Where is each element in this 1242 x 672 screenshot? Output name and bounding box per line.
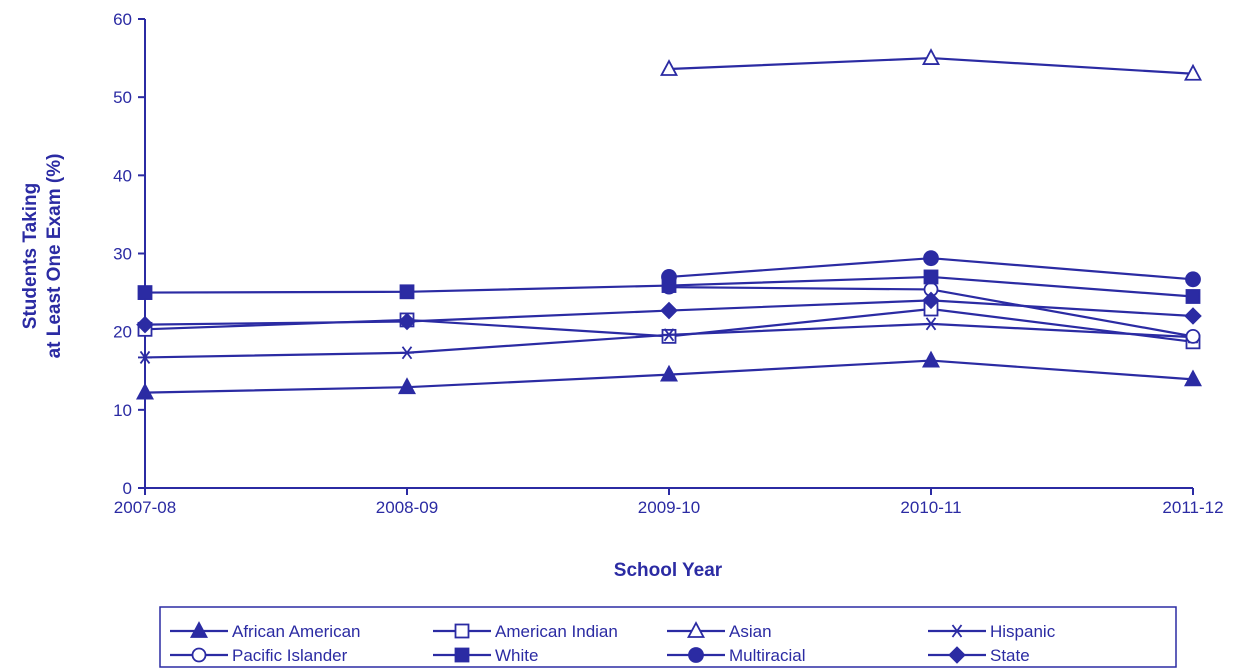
y-tick-label: 60 (113, 10, 132, 29)
x-tick-label: 2010-11 (900, 498, 961, 517)
legend-label: White (495, 646, 538, 665)
y-tick-label: 30 (113, 245, 132, 264)
marker-circle-filled (923, 250, 939, 267)
legend-label: Hispanic (990, 622, 1056, 641)
y-axis-title-line-2: at Least One Exam (%) (44, 154, 65, 359)
marker-asterisk (400, 346, 414, 360)
legend-label: American Indian (495, 622, 618, 641)
marker-circle-open (191, 647, 207, 663)
marker-diamond-filled (136, 315, 154, 334)
y-tick-label: 0 (123, 479, 132, 498)
legend-item: Multiracial (667, 646, 806, 665)
legend-label: Asian (729, 622, 772, 641)
series-african-american (135, 350, 1203, 400)
marker-asterisk (950, 624, 964, 638)
marker-circle-filled (1185, 271, 1201, 288)
legend-label: African American (232, 622, 361, 641)
marker-triangle-filled (921, 350, 941, 368)
series-multiracial (661, 250, 1201, 288)
legend-label: Multiracial (729, 646, 806, 665)
marker-triangle-open (921, 48, 941, 65)
marker-triangle-filled (659, 364, 679, 382)
y-tick-label: 20 (113, 323, 132, 342)
marker-diamond-filled (1184, 307, 1202, 325)
marker-triangle-open (659, 59, 679, 76)
x-tick-label: 2009-10 (638, 498, 700, 517)
series-group (135, 48, 1203, 400)
marker-diamond-filled (398, 312, 416, 331)
marker-circle-filled (661, 269, 677, 285)
marker-diamond-filled (948, 646, 966, 664)
series-asian (659, 48, 1203, 81)
marker-diamond-filled (660, 301, 678, 320)
legend-item: Hispanic (928, 622, 1056, 641)
legend-label: State (990, 646, 1030, 665)
legend-item: American Indian (433, 622, 618, 641)
legend: African American American Indian Asian Hisp… (159, 606, 1177, 668)
x-tick-label: 2011-12 (1162, 498, 1223, 517)
x-tick-label: 2007-08 (114, 498, 176, 517)
marker-square-open (661, 328, 677, 344)
legend-item: Pacific Islander (170, 646, 348, 665)
legend-item: Asian (667, 621, 772, 641)
y-tick-label: 40 (113, 166, 132, 185)
legend-item: White (433, 646, 538, 665)
y-tick-label: 10 (113, 401, 132, 420)
marker-triangle-filled (1183, 369, 1203, 387)
marker-square-open (454, 623, 470, 639)
marker-triangle-open (686, 621, 706, 638)
marker-triangle-filled (135, 382, 155, 400)
legend-item: African American (170, 621, 361, 641)
marker-asterisk (924, 317, 938, 331)
x-tick-label: 2008-09 (376, 498, 438, 517)
marker-circle-filled (688, 647, 704, 663)
marker-asterisk (138, 350, 152, 365)
marker-triangle-filled (397, 377, 417, 395)
marker-diamond-filled (922, 291, 940, 310)
series-state (136, 291, 1202, 334)
marker-asterisk (662, 328, 676, 342)
axes: 0 10 20 30 40 50 60 2007-08 2008-09 2009-10 2010-1… (113, 10, 1223, 517)
marker-square-filled (1185, 289, 1201, 304)
marker-triangle-open (1183, 63, 1203, 81)
marker-square-filled (399, 284, 415, 300)
marker-square-filled (137, 285, 153, 300)
series-white (137, 269, 1201, 304)
marker-square-filled (923, 269, 939, 285)
legend-box (159, 606, 1177, 668)
marker-triangle-filled (189, 621, 209, 638)
marker-square-filled (454, 647, 470, 663)
y-tick-label: 50 (113, 88, 132, 107)
legend-label: Pacific Islander (232, 646, 348, 665)
x-axis-title: School Year (614, 560, 723, 581)
legend-item: State (928, 646, 1030, 665)
marker-circle-open (1185, 328, 1201, 344)
y-axis-title-line-1: Students Taking (20, 183, 41, 329)
